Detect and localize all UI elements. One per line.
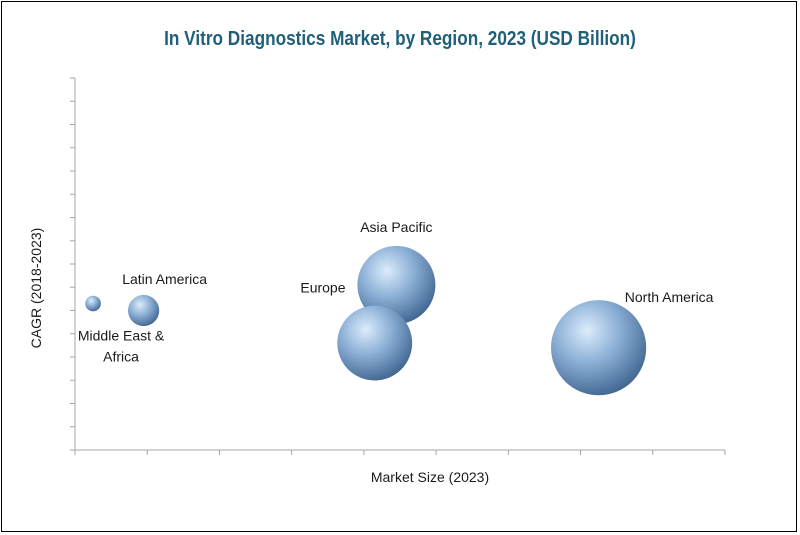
bubble-middle-east-africa: [85, 295, 101, 312]
bubble-label: Europe: [300, 280, 345, 296]
bubble-latin-america: [128, 294, 160, 327]
bubble-label: North America: [625, 289, 714, 305]
y-axis-label: CAGR (2018-2023): [28, 228, 44, 349]
bubble-label: Middle East & Africa: [78, 327, 165, 364]
axes: [70, 77, 726, 455]
bubble-label: Latin America: [122, 271, 207, 287]
bubble-europe: [337, 305, 413, 381]
bubble-north-america: [551, 300, 647, 396]
chart-title: In Vitro Diagnostics Market, by Region, …: [164, 28, 636, 50]
bubble-labels: Middle East & Africa Latin America Asia Pac…: [78, 219, 714, 364]
x-axis-label: Market Size (2023): [371, 469, 489, 485]
bubbles: [85, 245, 647, 396]
bubble-label: Asia Pacific: [360, 219, 432, 235]
bubble-asia-pacific: [357, 245, 436, 324]
